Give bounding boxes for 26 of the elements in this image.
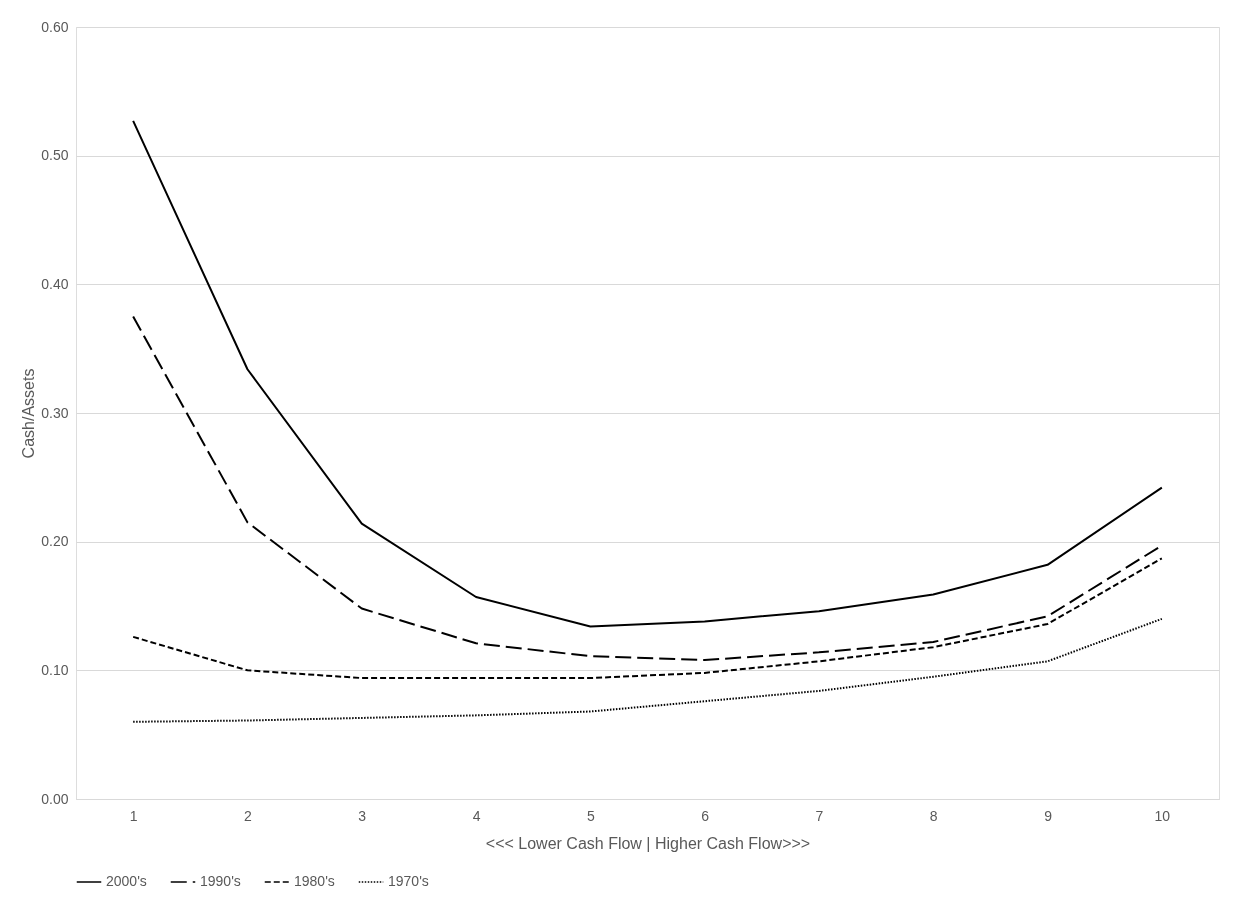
y-tick-label: 0.60 [41,18,69,35]
legend-label: 2000's [106,873,147,889]
x-axis-title: <<< Lower Cash Flow | Higher Cash Flow>>> [485,834,811,852]
line-series [132,119,1163,628]
y-axis-title: Cash/Assets [20,368,38,459]
legend-label: 1970's [388,873,429,889]
x-tick-label: 5 [586,807,595,824]
x-tick-label: 8 [929,807,938,824]
line-series [132,617,1163,723]
x-tick-label: 2 [244,807,253,824]
x-tick-label: 10 [1154,807,1171,824]
y-tick-label: 0.00 [41,790,69,807]
x-tick-label: 9 [1044,807,1053,824]
y-tick-label: 0.20 [41,533,69,550]
y-tick-label: 0.40 [41,275,69,292]
legend-label: 1980's [294,873,335,889]
x-tick-label: 4 [472,807,481,824]
line-series [132,557,1163,680]
y-tick-label: 0.50 [41,147,69,164]
x-tick-label: 6 [701,807,710,824]
x-tick-label: 7 [815,807,824,824]
x-tick-label: 1 [129,807,138,824]
x-tick-label: 3 [358,807,367,824]
y-tick-label: 0.10 [41,661,69,678]
legend-label: 1990's [200,873,241,889]
y-tick-label: 0.30 [41,404,69,421]
